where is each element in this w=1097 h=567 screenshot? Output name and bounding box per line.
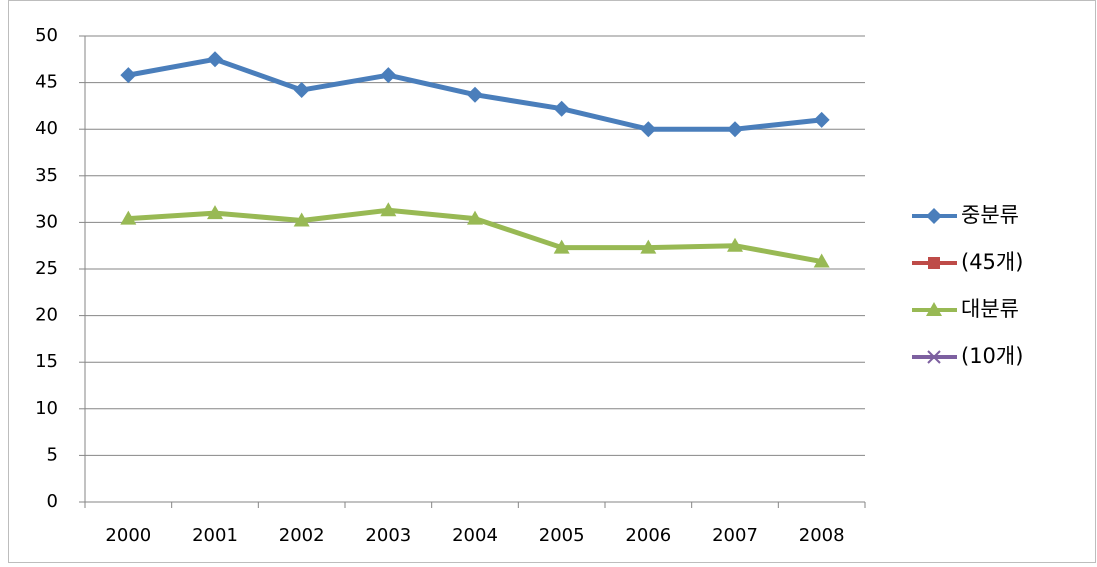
data-point — [120, 210, 137, 225]
data-point — [207, 51, 223, 68]
x-tick-label: 2008 — [799, 525, 845, 546]
data-point — [553, 100, 570, 117]
data-point — [727, 121, 743, 138]
y-tick-label: 20 — [35, 305, 58, 326]
data-point — [467, 86, 483, 103]
data-point — [640, 121, 657, 138]
data-point — [553, 239, 570, 254]
x-tick-label: 2004 — [452, 525, 498, 546]
y-tick-label: 40 — [35, 118, 58, 139]
y-tick-label: 35 — [35, 165, 58, 186]
data-point — [727, 237, 743, 252]
chart-frame — [8, 0, 1096, 563]
data-point — [467, 210, 483, 225]
y-tick-label: 10 — [35, 398, 58, 419]
y-tick-label: 5 — [47, 444, 58, 465]
data-point — [380, 202, 397, 217]
y-tick-label: 25 — [35, 258, 58, 279]
legend-text: 대분류 — [961, 297, 1019, 321]
legend-text: 중분류 — [961, 203, 1019, 227]
x-tick-label: 2003 — [365, 525, 411, 546]
data-point — [813, 111, 830, 128]
legend-marker — [927, 350, 941, 364]
x-tick-label: 2006 — [625, 525, 671, 546]
data-point — [120, 67, 137, 84]
data-point — [293, 212, 310, 227]
legend-marker — [926, 208, 942, 224]
data-point — [207, 205, 223, 220]
y-tick-label: 15 — [35, 351, 58, 372]
legend-marker — [926, 302, 942, 316]
data-point — [813, 253, 830, 268]
y-tick-label: 30 — [35, 211, 58, 232]
x-tick-label: 2001 — [192, 525, 238, 546]
y-tick-label: 0 — [47, 491, 58, 512]
y-tick-label: 50 — [35, 25, 58, 46]
legend-text: (45개) — [961, 250, 1023, 274]
x-tick-label: 2002 — [279, 525, 325, 546]
data-point — [640, 239, 657, 254]
data-point — [293, 82, 310, 99]
y-tick-label: 45 — [35, 72, 58, 93]
data-point — [380, 67, 397, 84]
legend-marker — [928, 257, 940, 269]
x-tick-label: 2007 — [712, 525, 758, 546]
x-tick-label: 2005 — [539, 525, 585, 546]
legend-text: (10개) — [961, 344, 1023, 368]
x-tick-label: 2000 — [105, 525, 151, 546]
